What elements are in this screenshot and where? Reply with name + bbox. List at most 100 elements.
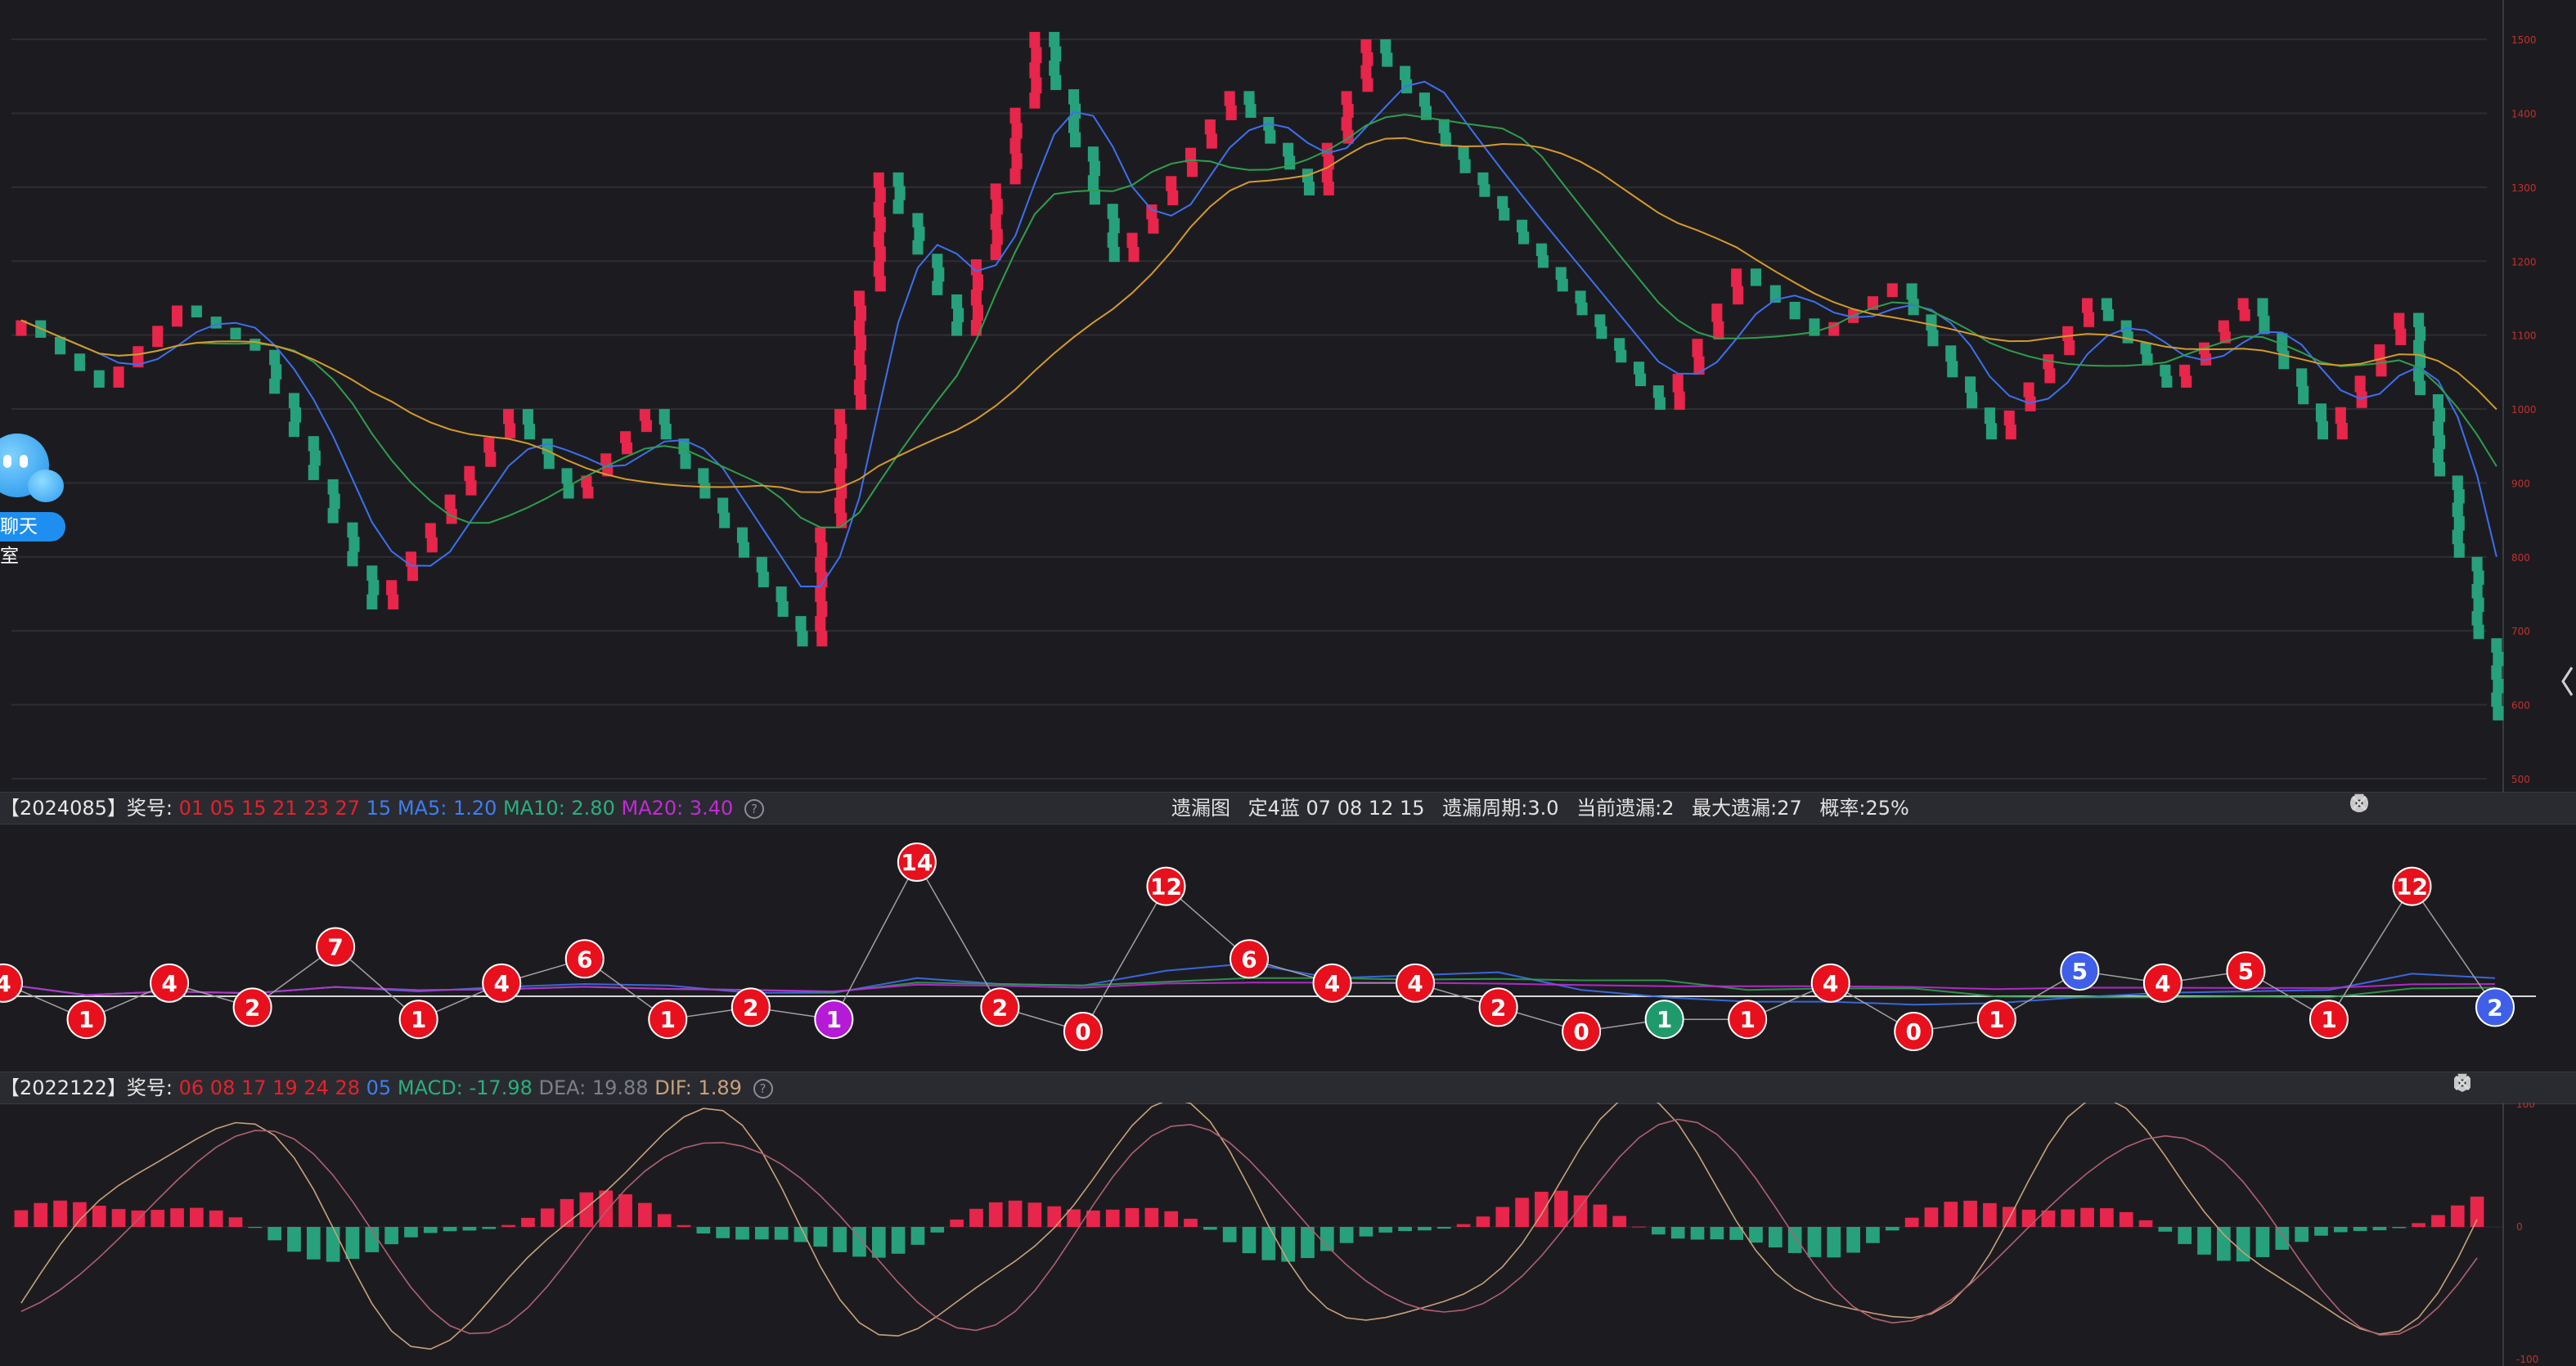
down-brick [933, 267, 945, 282]
up-brick [1186, 161, 1198, 177]
macd-positive-bar [1164, 1211, 1179, 1227]
macd-positive-bar [1593, 1204, 1607, 1227]
move-down-icon[interactable] [2350, 794, 2473, 819]
down-brick [1906, 283, 1917, 300]
down-brick [2161, 375, 2173, 388]
undo-icon[interactable] [2350, 794, 2404, 819]
renko-chart-panel[interactable]: 1500 1400 1300 1200 1100 1000 900 800 700 600 500 [0, 0, 2576, 792]
close-icon[interactable] [2351, 795, 2542, 819]
omission-value-label: 1 [411, 1006, 426, 1033]
down-brick [698, 468, 709, 484]
omission-marker [2226, 951, 2266, 991]
omission-point: 4 [1396, 963, 1436, 1003]
ma10-value: MA10: 2.80 [503, 797, 615, 820]
omission-point: 0 [1894, 1012, 1934, 1051]
blue-number: 15 [366, 797, 392, 820]
macd-negative-bar [1690, 1227, 1705, 1240]
macd-help-icon[interactable]: ? [753, 1079, 773, 1099]
up-brick [1362, 78, 1373, 92]
down-brick [1089, 189, 1100, 205]
macd-negative-bar [833, 1227, 847, 1252]
omission-marker [398, 1000, 438, 1040]
macd-positive-bar [228, 1217, 243, 1227]
down-brick [308, 465, 319, 480]
up-brick [855, 364, 867, 380]
macd-positive-bar [618, 1194, 632, 1227]
macd-positive-bar [1047, 1206, 1062, 1227]
down-brick [1108, 218, 1120, 234]
up-brick [505, 423, 516, 438]
chat-room-label[interactable]: 聊天室 [0, 512, 65, 567]
down-brick [736, 527, 749, 543]
down-brick [2415, 326, 2426, 341]
settings-icon[interactable] [2351, 794, 2507, 819]
down-brick [894, 186, 906, 200]
macd-chart-panel[interactable]: 100 0 -100 [0, 1103, 2576, 1366]
omission-chart-panel[interactable]: 4 1 4 2 7 1 4 6 1 2 1 14 2 0 12 6 4 4 2 0 1 1 4 0 1 5 4 5 1 12 2 [0, 823, 2576, 1070]
up-brick [641, 420, 652, 433]
down-brick [659, 409, 670, 425]
y-tick-label: 600 [2511, 700, 2530, 712]
macd-chart[interactable]: 100 0 -100 [0, 1103, 2576, 1366]
down-brick [269, 349, 281, 366]
up-brick [970, 258, 982, 276]
collapse-arrow-icon[interactable] [2558, 661, 2576, 702]
up-brick [405, 551, 417, 567]
down-brick [2317, 420, 2329, 440]
down-brick [1070, 132, 1081, 148]
macd-positive-bar [638, 1202, 652, 1227]
omission-point: 1 [648, 1000, 688, 1040]
up-brick [1204, 119, 1216, 135]
omission-value-label: 7 [327, 934, 343, 961]
up-brick [1323, 182, 1334, 195]
macd-negative-bar [287, 1227, 301, 1252]
y-tick-label: 1100 [2511, 330, 2537, 342]
macd-positive-bar [1535, 1191, 1549, 1227]
omission-point: 1 [1728, 1000, 1768, 1040]
macd-red-numbers: 06 08 17 19 24 28 [178, 1076, 361, 1099]
omission-marker [897, 843, 937, 882]
macd-close-icon[interactable] [2454, 1075, 2542, 1099]
omission-marker [66, 1000, 106, 1040]
up-brick [444, 494, 456, 510]
omission-summary: 遗漏图 定4蓝 07 08 12 15 遗漏周期:3.0 当前遗漏:2 最大遗漏… [1171, 793, 1921, 824]
macd-settings-icon[interactable] [2454, 1074, 2507, 1099]
macd-positive-bar [1476, 1216, 1490, 1227]
chat-room-widget[interactable]: 聊天室 [0, 434, 65, 567]
move-up-icon[interactable] [2350, 794, 2439, 819]
up-brick [1362, 52, 1373, 66]
up-brick [2023, 382, 2034, 398]
macd-negative-bar [1222, 1227, 1237, 1242]
macd-positive-bar [1963, 1200, 1977, 1227]
down-brick [2102, 309, 2114, 321]
down-brick [1440, 132, 1451, 147]
down-brick [932, 254, 943, 268]
dif-value: DIF: 1.89 [654, 1076, 742, 1099]
up-brick [855, 335, 867, 351]
down-brick [1283, 142, 1294, 157]
omission-point: 1 [398, 1000, 438, 1040]
up-brick [1011, 123, 1023, 139]
up-brick [1167, 190, 1179, 205]
up-brick [386, 580, 398, 595]
up-brick [464, 465, 475, 482]
help-icon[interactable]: ? [744, 799, 764, 819]
up-brick [619, 431, 632, 443]
down-brick [2453, 543, 2465, 558]
macd-negative-bar [1885, 1227, 1899, 1231]
up-brick [990, 183, 1001, 200]
down-brick [522, 409, 533, 425]
macd-negative-bar [1827, 1227, 1841, 1258]
macd-negative-bar [1418, 1227, 1432, 1231]
omission-value-label: 4 [1823, 970, 1838, 997]
up-brick [990, 213, 1001, 230]
up-brick [815, 586, 826, 603]
omission-point: 4 [2142, 963, 2183, 1003]
down-brick [347, 550, 358, 567]
up-brick [816, 601, 828, 618]
up-brick [503, 409, 515, 425]
renko-chart[interactable]: 1500 1400 1300 1200 1100 1000 900 800 700 600 500 [0, 0, 2576, 792]
down-brick [348, 537, 360, 552]
down-brick [1499, 208, 1510, 221]
